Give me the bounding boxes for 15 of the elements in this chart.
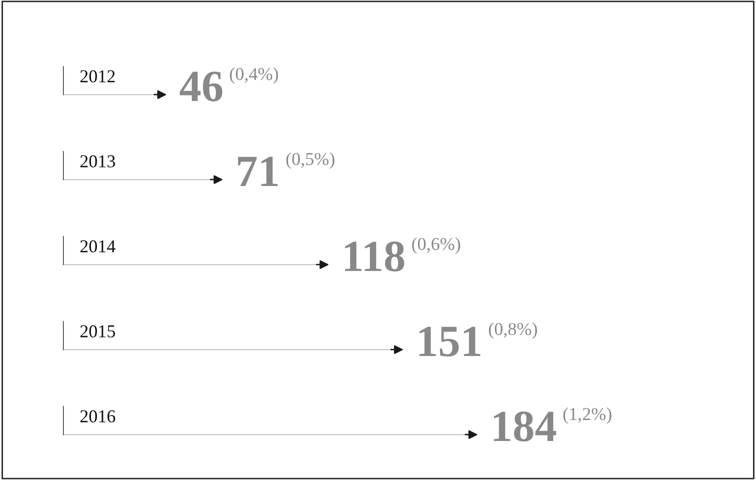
y-tick-label: 2016 <box>80 410 116 422</box>
data-label: 118 <box>345 241 404 272</box>
text: (1,2%) <box>563 407 612 424</box>
data-label: 184 <box>494 411 556 442</box>
data-label: 46 <box>180 72 222 102</box>
y-tick-label: 2015 <box>80 325 115 338</box>
annotation: (0,5%) <box>286 152 334 169</box>
data-label: 151 <box>419 326 480 356</box>
y-tick-label: 2014 <box>80 240 116 252</box>
data-label: 71 <box>238 156 278 186</box>
y-tick-label: 2012 <box>80 70 115 82</box>
y-tick-label: 2013 <box>80 155 115 168</box>
annotation: (0,6%) <box>412 237 460 254</box>
text: (0,8%) <box>488 322 537 339</box>
annotation: (0,4%) <box>230 67 278 84</box>
